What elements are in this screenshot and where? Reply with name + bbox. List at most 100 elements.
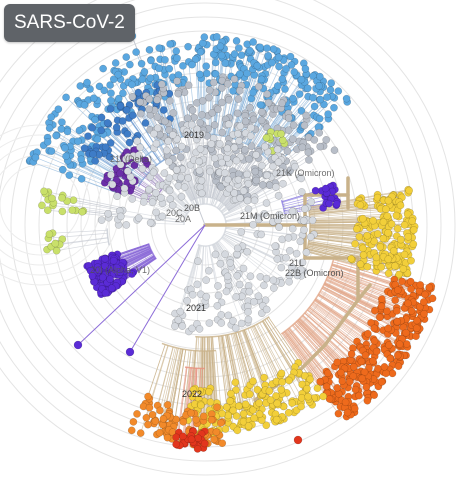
tree-tip <box>107 97 114 104</box>
clade-label-20C[interactable]: 20C <box>166 208 183 218</box>
tree-tip <box>98 217 105 224</box>
tree-tip <box>377 243 384 250</box>
tree-tip <box>53 132 60 139</box>
clade-label-22B[interactable]: 22B (Omicron) <box>285 268 344 278</box>
tree-tip <box>145 186 152 193</box>
tree-tip <box>214 106 221 113</box>
tree-tip <box>129 195 136 202</box>
tree-tip <box>139 165 146 172</box>
tree-tip <box>307 233 314 240</box>
tree-tip <box>263 45 270 52</box>
tree-tip <box>270 46 277 53</box>
tree-tip <box>154 114 161 121</box>
tree-tip <box>302 65 309 72</box>
tree-tip <box>317 378 324 385</box>
tree-tip <box>154 96 161 103</box>
clade-label-alpha[interactable]: 20I (Alpha, V1) <box>90 265 150 275</box>
tree-tip <box>207 398 214 405</box>
tree-tip <box>297 238 304 245</box>
tree-tip <box>84 133 91 140</box>
tree-tip <box>100 65 107 72</box>
tree-tip <box>119 90 126 97</box>
tree-tip <box>219 440 226 447</box>
tree-tip <box>115 71 122 78</box>
tree-tip <box>217 260 224 267</box>
tree-tip <box>373 254 380 261</box>
clade-label-21M[interactable]: 21M (Omicron) <box>240 211 300 221</box>
tree-tip <box>285 278 292 285</box>
tree-tip <box>257 44 264 51</box>
tree-tip <box>380 218 387 225</box>
tree-tip <box>196 71 203 78</box>
tree-tip <box>173 55 180 62</box>
tree-tip <box>227 390 234 397</box>
tree-tip <box>275 159 282 166</box>
tree-tip <box>278 130 285 137</box>
year-label-2022: 2022 <box>182 389 202 399</box>
tree-tip <box>364 397 371 404</box>
tree-tip <box>245 316 252 323</box>
tree-tip <box>331 147 338 154</box>
tree-tip <box>395 363 402 370</box>
tree-tip <box>153 209 160 216</box>
tree-tip <box>406 187 413 194</box>
tree-tip <box>272 242 279 249</box>
tree-tip <box>226 185 233 192</box>
tree-tip <box>274 82 281 89</box>
tree-tip <box>140 198 147 205</box>
tree-tip <box>48 114 55 121</box>
tree-tip <box>194 258 201 265</box>
tree-tip <box>101 255 108 262</box>
tree-tip <box>222 60 229 67</box>
tree-tip <box>328 79 335 86</box>
tree-tip <box>165 158 172 165</box>
tree-tip <box>210 79 217 86</box>
clade-label-21K[interactable]: 21K (Omicron) <box>276 168 335 178</box>
clade-label-20B[interactable]: 20B <box>184 203 200 213</box>
tree-tip <box>189 291 196 298</box>
tree-tip <box>188 436 195 443</box>
tree-tip <box>308 198 315 205</box>
tree-tip <box>46 231 53 238</box>
tree-tip <box>144 393 151 400</box>
tree-tip <box>69 207 76 214</box>
tree-tip <box>250 415 257 422</box>
tree-tip <box>299 144 306 151</box>
tree-tip <box>164 434 171 441</box>
tree-tip <box>289 225 296 232</box>
tree-tip <box>187 409 194 416</box>
tree-tip <box>104 119 111 126</box>
tree-tip <box>218 159 225 166</box>
tree-tip <box>123 106 130 113</box>
tree-tip <box>200 413 207 420</box>
tree-tip <box>353 225 360 232</box>
tree-tip <box>421 310 428 317</box>
tree-tip <box>107 90 114 97</box>
tree-tip <box>250 116 257 123</box>
tree-tip <box>224 176 231 183</box>
tree-tip <box>250 221 257 228</box>
tree-tip <box>78 175 85 182</box>
tree-tip <box>123 53 130 60</box>
tree-tip <box>274 146 281 153</box>
tree-tip <box>94 136 101 143</box>
tree-tip <box>203 63 210 70</box>
tree-tip <box>59 166 66 173</box>
tree-tip <box>421 291 428 298</box>
tree-tip <box>263 199 270 206</box>
tree-tip <box>199 97 206 104</box>
tree-tip <box>320 393 327 400</box>
tree-tip <box>124 130 131 137</box>
tree-tip <box>62 94 69 101</box>
clade-label-21L[interactable]: 21L <box>289 258 304 268</box>
tree-tip <box>385 270 392 277</box>
tree-tip <box>179 323 186 330</box>
tree-tip <box>275 63 282 70</box>
tree-tip <box>279 236 286 243</box>
tree-tip <box>175 182 182 189</box>
tree-tip <box>317 96 324 103</box>
tree-tip <box>203 293 210 300</box>
tree-tip <box>394 225 401 232</box>
clade-label-delta[interactable]: 21I (Delta) <box>110 154 152 164</box>
